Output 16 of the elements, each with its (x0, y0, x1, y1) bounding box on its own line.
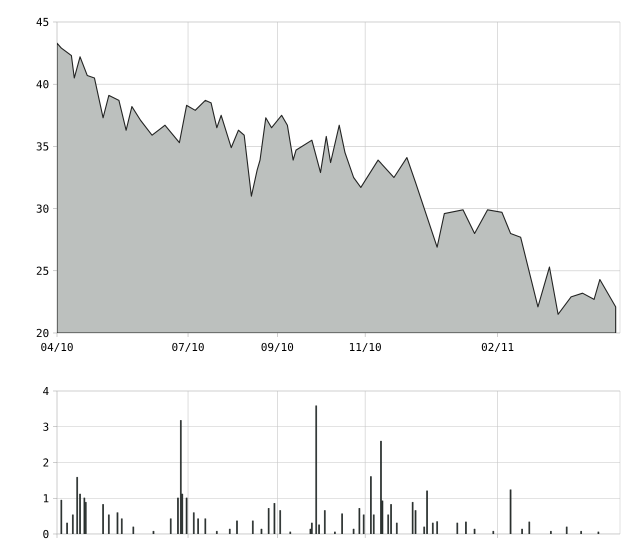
y-tick-label: 40 (36, 80, 48, 88)
y-tick-label: 0 (43, 530, 48, 538)
y-tick-label: 1 (44, 494, 48, 502)
y-tick-label: 30 (36, 204, 48, 212)
y-tick-label: 20 (36, 328, 48, 337)
x-tick-label: 04/10 (41, 342, 73, 352)
x-tick-label: 09/10 (262, 342, 294, 352)
y-tick-label: 4 (43, 386, 49, 395)
y-tick-label: 25 (36, 266, 48, 275)
y-tick-label: 2 (43, 458, 48, 466)
y-tick-label: 45 (36, 18, 48, 26)
y-tick-label: 35 (36, 142, 48, 150)
x-tick-label: 02/11 (482, 342, 514, 352)
x-tick-label: 07/10 (172, 342, 204, 352)
x-tick-label: 11/10 (350, 342, 381, 352)
y-tick-label: 3 (43, 422, 48, 431)
